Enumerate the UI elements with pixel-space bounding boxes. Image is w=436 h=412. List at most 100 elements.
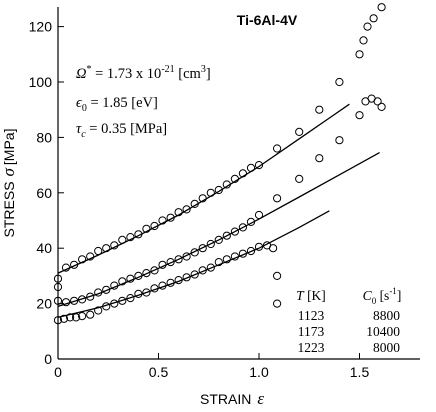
data-point <box>142 288 151 297</box>
data-point <box>198 266 207 275</box>
data-point <box>110 299 119 308</box>
data-point <box>295 174 304 183</box>
table-row-2-t: 1173 <box>298 324 325 339</box>
data-point <box>86 310 95 319</box>
table-row-1-t: 1123 <box>298 308 325 323</box>
omega-symbol: Ω <box>76 66 87 82</box>
data-point <box>86 252 95 261</box>
data-point <box>142 224 151 233</box>
data-point <box>118 296 127 305</box>
data-point <box>246 246 256 256</box>
table-header-t-unit: [K] <box>304 288 326 303</box>
table-header-c0-symbol: C <box>363 288 373 303</box>
data-point <box>158 260 167 269</box>
data-point <box>190 199 199 208</box>
epsilon-value: = 1.85 [eV] <box>87 95 158 111</box>
data-point <box>94 288 103 297</box>
data-point <box>238 223 247 232</box>
data-point <box>166 213 175 222</box>
x-axis-title-text: STRAIN <box>200 391 251 407</box>
table-row-3-c0: 8000 <box>373 340 400 355</box>
data-point <box>363 22 372 31</box>
data-point <box>72 313 81 322</box>
omega-unit-end: ] <box>206 66 211 82</box>
data-point <box>254 210 264 220</box>
data-point <box>359 36 368 45</box>
data-point <box>238 169 247 178</box>
x-tick-label: 0.5 <box>149 364 169 380</box>
annotation-tau: τc = 0.35 [MPa] <box>76 121 167 140</box>
data-point <box>61 298 71 307</box>
data-point <box>377 102 386 112</box>
omega-sup: * <box>87 64 92 75</box>
data-point <box>230 227 239 236</box>
table-row-2-c0: 10400 <box>366 324 400 339</box>
y-tick-label: 120 <box>29 19 53 35</box>
data-point <box>134 289 143 298</box>
y-tick-label: 60 <box>36 185 52 201</box>
omega-value: = 1.73 x 10 <box>92 66 162 82</box>
data-point <box>254 161 264 170</box>
data-point <box>53 282 63 292</box>
data-point <box>246 163 256 172</box>
data-point <box>166 258 175 267</box>
data-point <box>110 241 119 250</box>
data-point <box>102 302 111 311</box>
y-axis-title: STRESS σ[MPa] <box>0 129 18 238</box>
data-point <box>134 271 143 280</box>
fit-curve-3 <box>57 210 330 319</box>
data-point <box>206 263 215 272</box>
tau-symbol: τ <box>76 121 82 137</box>
data-point <box>78 295 87 304</box>
data-point <box>198 244 207 253</box>
y-tick-label: 0 <box>44 351 52 367</box>
data-point <box>182 273 191 282</box>
data-point <box>206 239 215 249</box>
data-point <box>335 77 344 87</box>
data-point <box>214 235 223 244</box>
data-point <box>70 296 79 305</box>
data-point <box>273 299 282 308</box>
data-point <box>174 208 183 217</box>
data-point <box>182 252 191 261</box>
y-axis-title-unit: [MPa] <box>1 129 17 166</box>
data-point <box>150 221 159 231</box>
data-point <box>182 205 191 214</box>
data-point <box>174 276 183 285</box>
x-tick-label: 0 <box>54 364 62 380</box>
x-tick-label: 1.0 <box>249 364 269 380</box>
table-row-1-c0: 8800 <box>373 308 400 323</box>
y-axis-title-text: STRESS <box>1 181 17 237</box>
data-point <box>315 154 324 163</box>
annotation-omega: Ω* = 1.73 x 10-21 [cm3] <box>76 64 211 82</box>
table-header-t: T [K] <box>296 288 326 303</box>
x-tick-label: 1.5 <box>350 364 370 380</box>
data-point <box>86 292 95 301</box>
tau-value: = 0.35 [MPa] <box>86 121 167 137</box>
data-point <box>78 255 87 264</box>
table-header-c0: C0 [s-1] <box>363 286 402 306</box>
data-point <box>126 233 135 242</box>
data-point <box>134 230 143 239</box>
data-point <box>158 281 167 290</box>
data-point <box>66 313 75 322</box>
data-point <box>59 314 69 323</box>
data-point <box>273 194 282 203</box>
fit-curve-1 <box>57 103 350 274</box>
data-points <box>53 3 386 325</box>
table-header-c0-unit-exp: -1 <box>389 286 397 296</box>
y-tick-label: 80 <box>36 129 52 145</box>
data-point <box>373 97 382 106</box>
data-point <box>273 271 282 280</box>
data-point <box>190 248 199 257</box>
data-point <box>150 284 159 293</box>
table-header-c0-unit: [s <box>376 288 389 303</box>
data-point <box>230 252 239 261</box>
tau-sub: c <box>81 129 86 140</box>
omega-exp: -21 <box>161 64 174 75</box>
data-point <box>94 306 103 315</box>
data-point <box>102 285 111 294</box>
data-point <box>355 111 364 120</box>
y-tick-label: 40 <box>36 240 52 256</box>
